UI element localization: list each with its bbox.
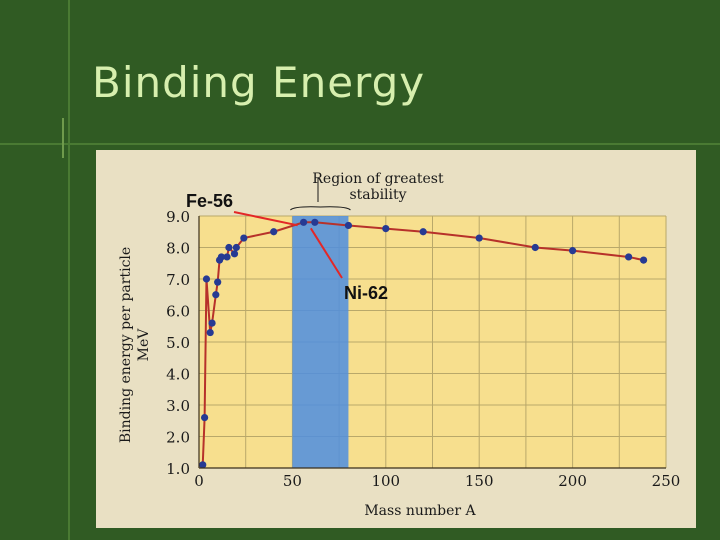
data-point xyxy=(240,234,248,242)
region-brace xyxy=(290,206,351,211)
data-point xyxy=(625,253,633,261)
data-point xyxy=(311,218,319,226)
y-tick-label: 6.0 xyxy=(166,303,190,321)
slide-title: Binding Energy xyxy=(92,58,426,107)
ni-62-arrow xyxy=(309,227,343,279)
slide-horizontal-rule xyxy=(0,143,720,145)
data-point xyxy=(206,328,214,337)
data-point xyxy=(639,256,648,264)
fe-56-label: Fe-56 xyxy=(186,191,234,211)
x-axis-label: Mass number A xyxy=(364,503,476,519)
binding-energy-chart: 1.0 2.0 3.0 4.0 5.0 6.0 7.0 8.0 9.0 0 50 100 150 200 2… xyxy=(118,171,681,519)
data-point xyxy=(217,253,226,261)
slide-vertical-rule xyxy=(68,0,70,540)
data-point xyxy=(208,319,216,327)
y-tick-label: 3.0 xyxy=(166,397,190,415)
x-tick-label: 200 xyxy=(558,472,587,490)
y-tick-label: 4.0 xyxy=(166,366,190,384)
stability-band xyxy=(292,216,349,468)
fe-56-arrow xyxy=(233,211,298,227)
data-point xyxy=(232,243,240,252)
data-point xyxy=(212,291,220,299)
data-point xyxy=(201,414,209,422)
x-tick-label: 100 xyxy=(371,472,400,490)
y-tick-label: 8.0 xyxy=(166,240,190,258)
ni-62-label: Ni-62 xyxy=(344,283,389,303)
data-point xyxy=(202,275,211,283)
data-point xyxy=(569,247,577,255)
data-point xyxy=(214,278,222,286)
data-point xyxy=(270,228,278,236)
data-point xyxy=(382,225,390,233)
y-tick-label: 2.0 xyxy=(166,429,190,447)
region-label-line1: Region of greatest xyxy=(312,171,444,187)
data-point xyxy=(475,234,483,242)
region-label-line2: stability xyxy=(349,187,406,203)
data-point xyxy=(344,221,353,230)
x-tick-label: 0 xyxy=(194,472,204,490)
x-tick-label: 150 xyxy=(465,472,494,490)
data-point xyxy=(300,218,308,226)
data-point xyxy=(419,228,427,236)
y-tick-label: 9.0 xyxy=(166,208,190,226)
chart-panel: 1.0 2.0 3.0 4.0 5.0 6.0 7.0 8.0 9.0 0 50 100 150 200 2… xyxy=(96,150,696,528)
y-axis-label: Binding energy per particle MeV xyxy=(118,247,152,443)
data-point xyxy=(225,243,233,252)
data-point xyxy=(531,243,539,252)
data-point xyxy=(199,461,207,469)
data-point xyxy=(230,250,239,258)
x-tick-label: 50 xyxy=(283,472,302,490)
x-tick-label: 250 xyxy=(652,472,681,490)
y-tick-label: 1.0 xyxy=(166,460,190,478)
y-tick-label: 5.0 xyxy=(166,334,190,352)
slide-corner-accent xyxy=(62,118,64,158)
data-point xyxy=(223,253,231,261)
y-tick-label: 7.0 xyxy=(166,271,190,289)
